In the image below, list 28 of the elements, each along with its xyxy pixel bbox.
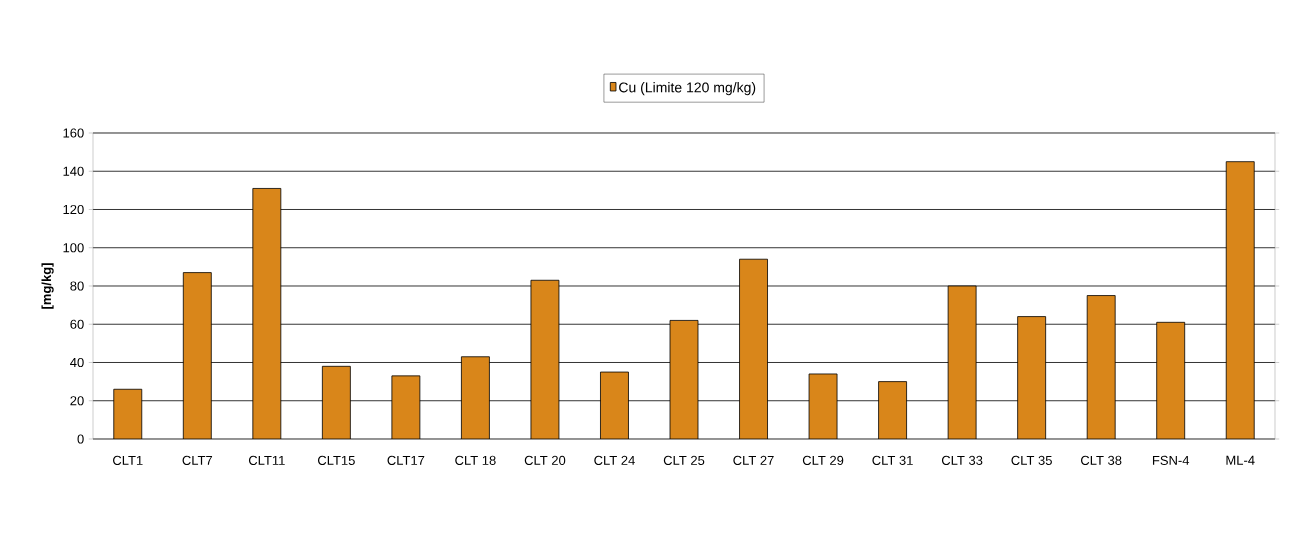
y-tick-label: 60 (70, 319, 84, 329)
y-tick-label: 40 (70, 357, 84, 368)
x-tick-label: CLT 35 (1011, 455, 1052, 465)
x-tick-label: CLT1 (113, 455, 143, 465)
y-axis-title: [mg/kg] (41, 263, 54, 309)
x-tick-label: CLT 33 (941, 455, 983, 465)
x-tick-label: FSN-4 (1152, 455, 1190, 465)
x-tick-label: CLT7 (182, 455, 213, 465)
y-tick-label: 0 (77, 434, 84, 444)
x-tick-label: CLT17 (387, 455, 425, 465)
x-tick-label: CLT 20 (524, 455, 566, 465)
y-tick-label: 100 (63, 243, 84, 253)
x-tick-label: CLT15 (317, 455, 355, 465)
x-tick-label: CLT 29 (802, 455, 844, 465)
y-tick-label: 80 (70, 281, 84, 291)
x-tick-label: CLT 31 (872, 455, 913, 465)
y-tick-label: 120 (63, 204, 84, 215)
y-tick-label: 20 (70, 396, 84, 406)
y-tick-label: 160 (63, 128, 84, 138)
legend-label: Cu (Limite 120 mg/kg) (619, 82, 756, 96)
x-tick-label: CLT 38 (1081, 455, 1122, 465)
x-tick-label: CLT 24 (594, 455, 635, 465)
x-tick-label: CLT 27 (733, 455, 774, 465)
y-tick-label: 140 (63, 166, 84, 176)
x-tick-label: CLT11 (248, 455, 285, 465)
x-tick-label: ML-4 (1226, 455, 1255, 465)
x-tick-label: CLT 18 (455, 455, 496, 465)
x-tick-label: CLT 25 (663, 455, 705, 465)
